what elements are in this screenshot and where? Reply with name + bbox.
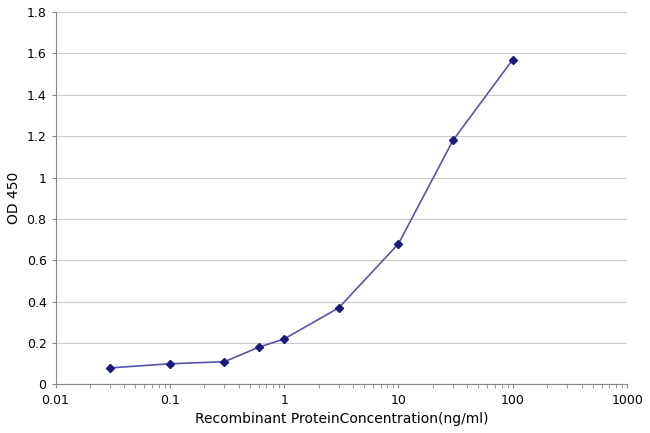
X-axis label: Recombinant ProteinConcentration(ng/ml): Recombinant ProteinConcentration(ng/ml) — [194, 412, 488, 426]
Y-axis label: OD 450: OD 450 — [7, 172, 21, 224]
